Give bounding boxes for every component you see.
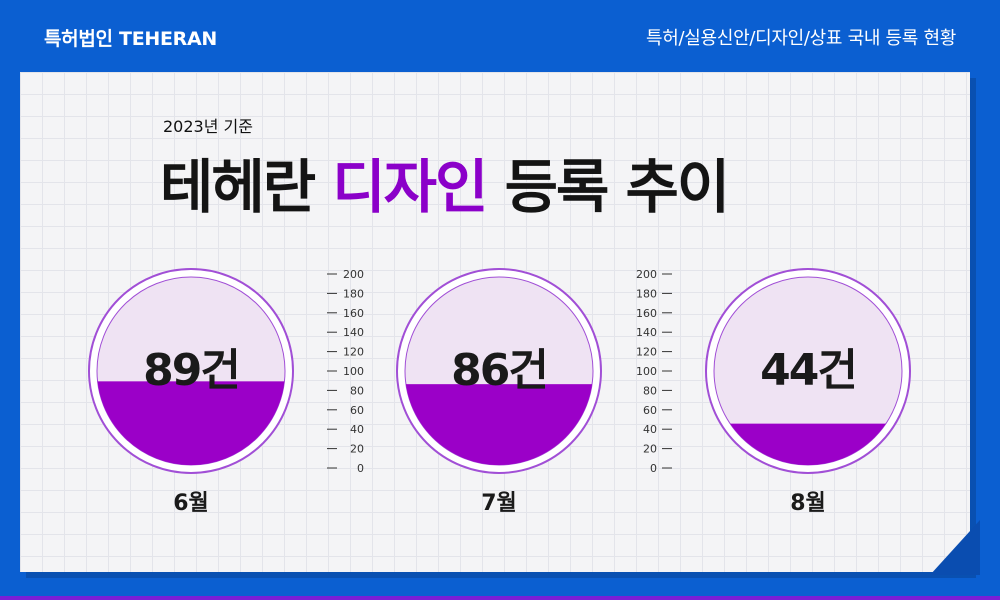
title-part2: 등록 추이: [504, 153, 731, 221]
scale-tick-label: 120: [636, 346, 657, 359]
scale-tick-label: 40: [350, 423, 364, 436]
month-label: 6월: [173, 491, 209, 516]
basis-label: 2023년 기준: [163, 117, 253, 136]
scale-tick-label: 120: [343, 346, 364, 359]
title-part1: 테헤란: [160, 153, 316, 221]
month-label: 7월: [481, 491, 517, 516]
scale-tick-label: 100: [343, 365, 364, 378]
scale-tick-label: 140: [343, 326, 364, 339]
report-subject: 특허/실용신안/디자인/상표 국내 등록 현황: [646, 28, 956, 49]
value-label: 44건: [760, 345, 856, 396]
scale-tick-label: 0: [357, 462, 364, 475]
bottom-accent-line: [0, 596, 1000, 600]
scale-tick-label: 140: [636, 326, 657, 339]
month-label: 8월: [790, 491, 826, 516]
value-label: 86건: [451, 345, 547, 396]
scale-tick-label: 180: [343, 287, 364, 300]
scale-tick-label: 0: [650, 462, 657, 475]
scale-tick-label: 80: [350, 384, 364, 397]
scale-tick-label: 160: [343, 307, 364, 320]
scale-tick-label: 200: [636, 268, 657, 281]
scale-tick-label: 60: [350, 404, 364, 417]
scale-tick-label: 100: [636, 365, 657, 378]
scale-tick-label: 180: [636, 287, 657, 300]
brand-name: 특허법인 TEHERAN: [44, 28, 217, 50]
scale-tick-label: 60: [643, 404, 657, 417]
scale-tick-label: 80: [643, 384, 657, 397]
top-bar: 특허법인 TEHERAN 특허/실용신안/디자인/상표 국내 등록 현황: [0, 0, 1000, 72]
scale-tick-label: 40: [643, 423, 657, 436]
title-accent: 디자인: [332, 153, 488, 221]
scale-tick-label: 160: [636, 307, 657, 320]
scale-tick-label: 20: [643, 443, 657, 456]
page-title: 테헤란 디자인 등록 추이: [160, 140, 731, 224]
gauge-fill: [405, 384, 593, 465]
scale-tick-label: 200: [343, 268, 364, 281]
scale-tick-label: 20: [350, 443, 364, 456]
value-label: 89건: [143, 345, 239, 396]
